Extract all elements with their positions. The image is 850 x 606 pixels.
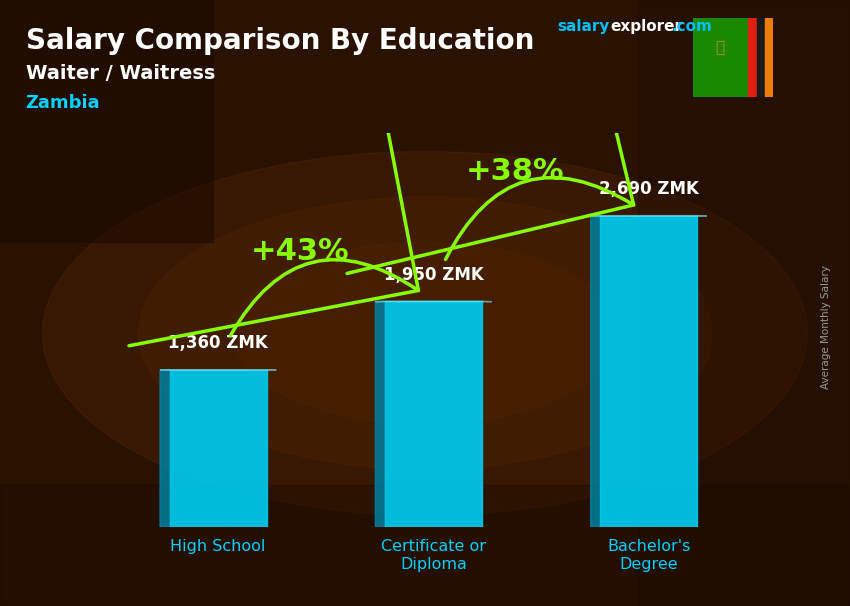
Text: 🦅: 🦅 bbox=[716, 41, 725, 56]
Text: salary: salary bbox=[557, 19, 609, 35]
Bar bbox=[0, 485, 850, 606]
Text: Average Monthly Salary: Average Monthly Salary bbox=[821, 265, 831, 389]
Ellipse shape bbox=[138, 197, 711, 470]
Text: +43%: +43% bbox=[251, 237, 349, 266]
Ellipse shape bbox=[42, 152, 807, 515]
Text: .com: .com bbox=[672, 19, 712, 35]
Text: 2,690 ZMK: 2,690 ZMK bbox=[599, 180, 699, 198]
Polygon shape bbox=[160, 370, 170, 527]
Bar bbox=[765, 18, 774, 97]
Text: High School: High School bbox=[171, 539, 266, 554]
Bar bbox=[385, 301, 482, 527]
Text: Salary Comparison By Education: Salary Comparison By Education bbox=[26, 27, 534, 55]
Bar bbox=[170, 370, 267, 527]
Polygon shape bbox=[591, 216, 600, 527]
Text: 1,360 ZMK: 1,360 ZMK bbox=[168, 334, 268, 352]
FancyArrowPatch shape bbox=[347, 0, 633, 273]
Bar bbox=[0, 0, 212, 242]
Text: Waiter / Waitress: Waiter / Waitress bbox=[26, 64, 215, 82]
Bar bbox=[748, 18, 756, 97]
Text: Zambia: Zambia bbox=[26, 94, 100, 112]
Text: Certificate or
Diploma: Certificate or Diploma bbox=[381, 539, 486, 571]
Text: +38%: +38% bbox=[466, 157, 564, 186]
Polygon shape bbox=[376, 301, 385, 527]
Bar bbox=[600, 216, 697, 527]
Text: Bachelor's
Degree: Bachelor's Degree bbox=[607, 539, 690, 571]
Bar bbox=[756, 18, 765, 97]
FancyArrowPatch shape bbox=[129, 1, 418, 346]
Text: 1,950 ZMK: 1,950 ZMK bbox=[383, 265, 484, 284]
Ellipse shape bbox=[234, 242, 616, 424]
Bar bbox=[638, 0, 850, 606]
Text: explorer: explorer bbox=[610, 19, 683, 35]
